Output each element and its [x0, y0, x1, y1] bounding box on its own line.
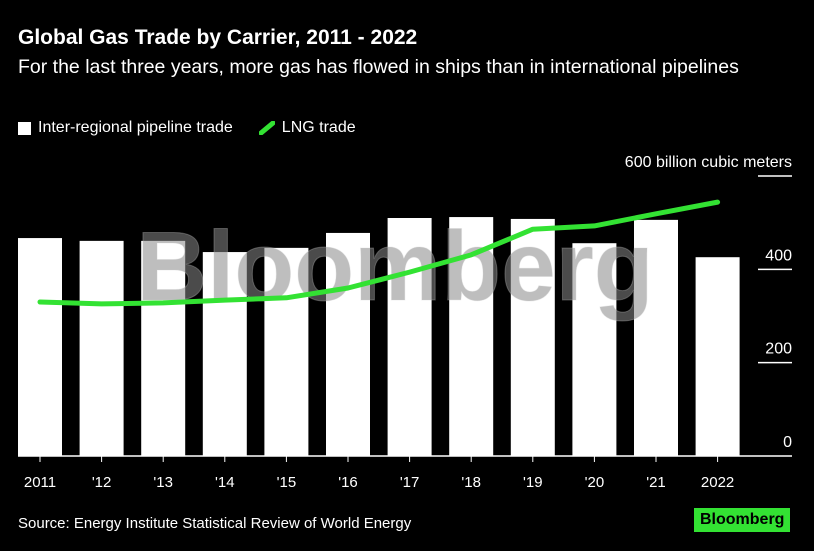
x-tick-label: '18	[461, 474, 481, 491]
chart-subtitle: For the last three years, more gas has f…	[18, 56, 739, 78]
x-tick-label: 2022	[701, 474, 734, 491]
x-tick-label: '17	[400, 474, 420, 491]
legend-item-pipeline: Inter-regional pipeline trade	[18, 119, 233, 137]
bar-'21	[634, 219, 678, 456]
x-tick-label: 2011	[24, 474, 56, 491]
source-note: Source: Energy Institute Statistical Rev…	[18, 515, 412, 532]
x-tick-label: '15	[277, 474, 297, 491]
x-tick-label: '16	[338, 474, 358, 491]
legend: Inter-regional pipeline trade LNG trade	[18, 119, 356, 137]
bar-'19	[510, 218, 555, 456]
x-tick-label: '13	[153, 474, 173, 491]
legend-line-icon	[258, 121, 275, 135]
bar-'14	[202, 252, 247, 456]
bar-2022	[695, 257, 740, 456]
y-tick-label-200: 200	[765, 341, 792, 358]
bar-'20	[572, 243, 617, 456]
bar-'12	[79, 240, 124, 456]
x-tick-label: '14	[215, 474, 235, 491]
chart-title: Global Gas Trade by Carrier, 2011 - 2022	[18, 26, 418, 49]
y-tick-label-600: 600 billion cubic meters	[625, 154, 792, 171]
bar-2011	[18, 238, 62, 456]
legend-label-pipeline: Inter-regional pipeline trade	[38, 119, 233, 136]
legend-square-icon	[18, 121, 31, 135]
bloomberg-logo: Bloomberg	[694, 508, 791, 532]
x-tick-label: '20	[585, 474, 605, 491]
bar-'13	[141, 240, 186, 456]
x-tick-label: '19	[523, 474, 543, 491]
bar-'15	[264, 247, 309, 456]
legend-label-lng: LNG trade	[281, 119, 356, 136]
bar-'16	[326, 232, 370, 456]
y-tick-label-0: 0	[783, 434, 792, 451]
lng-trade-line	[37, 199, 721, 307]
x-tick-label: '12	[92, 474, 112, 491]
bar-'17	[387, 218, 432, 456]
y-tick-label-400: 400	[765, 247, 792, 264]
x-tick-label: '21	[646, 474, 666, 491]
legend-item-lng: LNG trade	[258, 119, 356, 137]
